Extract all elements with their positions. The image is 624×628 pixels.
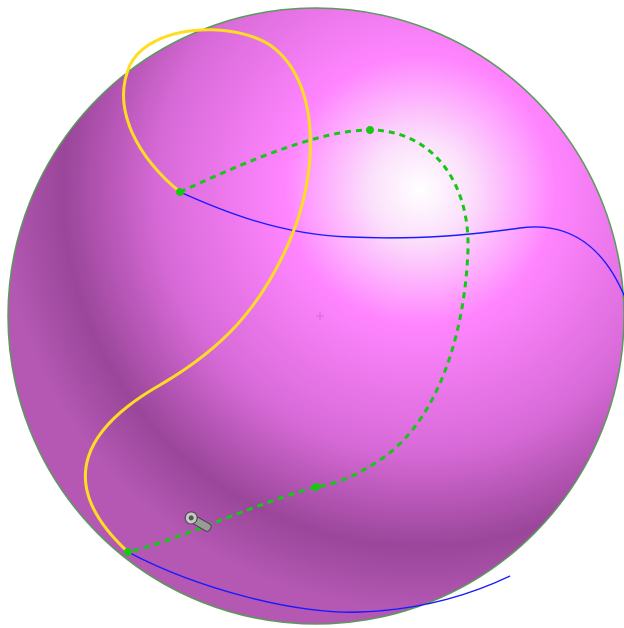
cursor-icon — [184, 511, 212, 532]
dashed-curve — [127, 128, 470, 554]
spline-curve — [83, 28, 312, 554]
control-point[interactable] — [312, 483, 320, 491]
edge-curve — [179, 191, 624, 298]
edge-curve — [127, 551, 511, 613]
scene — [7, 7, 624, 625]
control-point[interactable] — [176, 188, 184, 196]
control-point[interactable] — [124, 548, 132, 556]
control-point[interactable] — [366, 126, 374, 134]
center-marker — [316, 312, 324, 320]
